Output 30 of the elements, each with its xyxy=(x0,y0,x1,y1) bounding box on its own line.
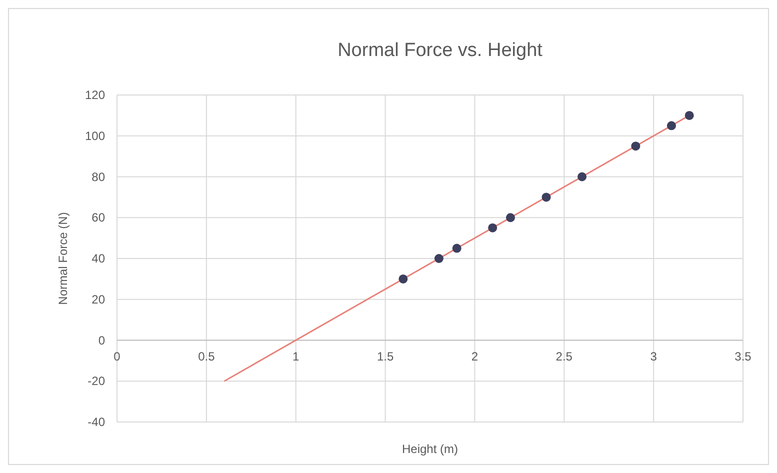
x-axis-title: Height (m) xyxy=(402,442,458,456)
point xyxy=(398,274,408,284)
x-tick-label: 1 xyxy=(292,349,300,364)
point xyxy=(452,244,462,253)
y-tick-label: -40 xyxy=(88,415,106,429)
y-axis-title: Normal Force (N) xyxy=(56,212,70,305)
point xyxy=(542,192,551,202)
x-tick-label: 3.5 xyxy=(734,349,752,364)
point xyxy=(488,223,498,232)
point xyxy=(684,110,694,120)
y-tick-label: 80 xyxy=(92,170,106,184)
chart-title: Normal Force vs. Height xyxy=(338,40,544,61)
y-tick-label: 120 xyxy=(84,88,106,102)
x-tick-label: 1.5 xyxy=(376,349,394,364)
x-tick-label: 2 xyxy=(471,349,478,364)
y-tick-label: -20 xyxy=(88,374,106,388)
y-tick-label: 0 xyxy=(98,333,106,348)
x-tick-label: 0 xyxy=(114,349,121,364)
point xyxy=(578,172,587,182)
x-tick-label: 3 xyxy=(650,349,658,364)
y-tick-label: 40 xyxy=(92,252,106,266)
point xyxy=(434,254,444,263)
point xyxy=(631,142,640,151)
y-tick-label: 20 xyxy=(92,292,106,306)
y-tick-label: 60 xyxy=(92,210,106,225)
x-tick-label: 0.5 xyxy=(198,349,216,364)
y-tick-label: 100 xyxy=(84,128,106,143)
point xyxy=(506,213,515,222)
point xyxy=(666,121,676,130)
x-tick-label: 2.5 xyxy=(556,349,573,364)
